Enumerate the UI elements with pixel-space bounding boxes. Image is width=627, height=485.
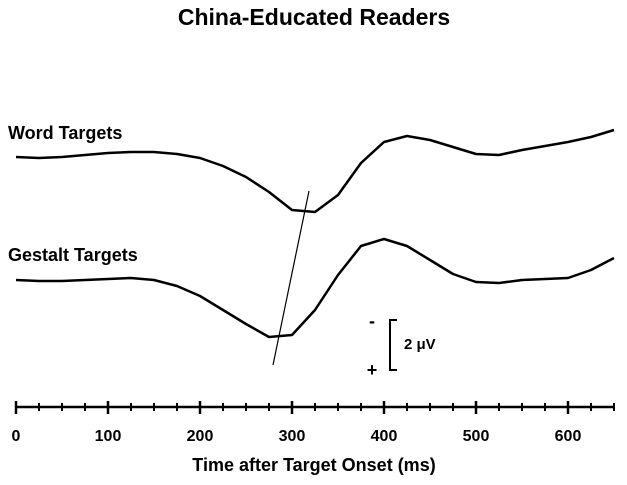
series-label: Gestalt Targets [8, 245, 138, 265]
x-tick-label: 300 [279, 428, 306, 445]
scale-label: 2 μV [404, 336, 436, 353]
waveform [15, 237, 615, 339]
x-tick-label: 600 [555, 428, 582, 445]
x-tick-label: 0 [12, 428, 21, 445]
x-tick-label: 500 [463, 428, 490, 445]
x-tick-label: 100 [95, 428, 122, 445]
scale-bottom: + [367, 360, 378, 380]
x-tick-label: 200 [187, 428, 214, 445]
scale-bar [389, 319, 397, 371]
waveform [15, 128, 615, 214]
x-axis-label: Time after Target Onset (ms) [192, 455, 435, 475]
x-tick-label: 400 [371, 428, 398, 445]
chart-title: China-Educated Readers [178, 4, 450, 30]
latency-line [272, 190, 310, 366]
series-label: Word Targets [8, 123, 122, 143]
scale-top: - [369, 311, 375, 331]
